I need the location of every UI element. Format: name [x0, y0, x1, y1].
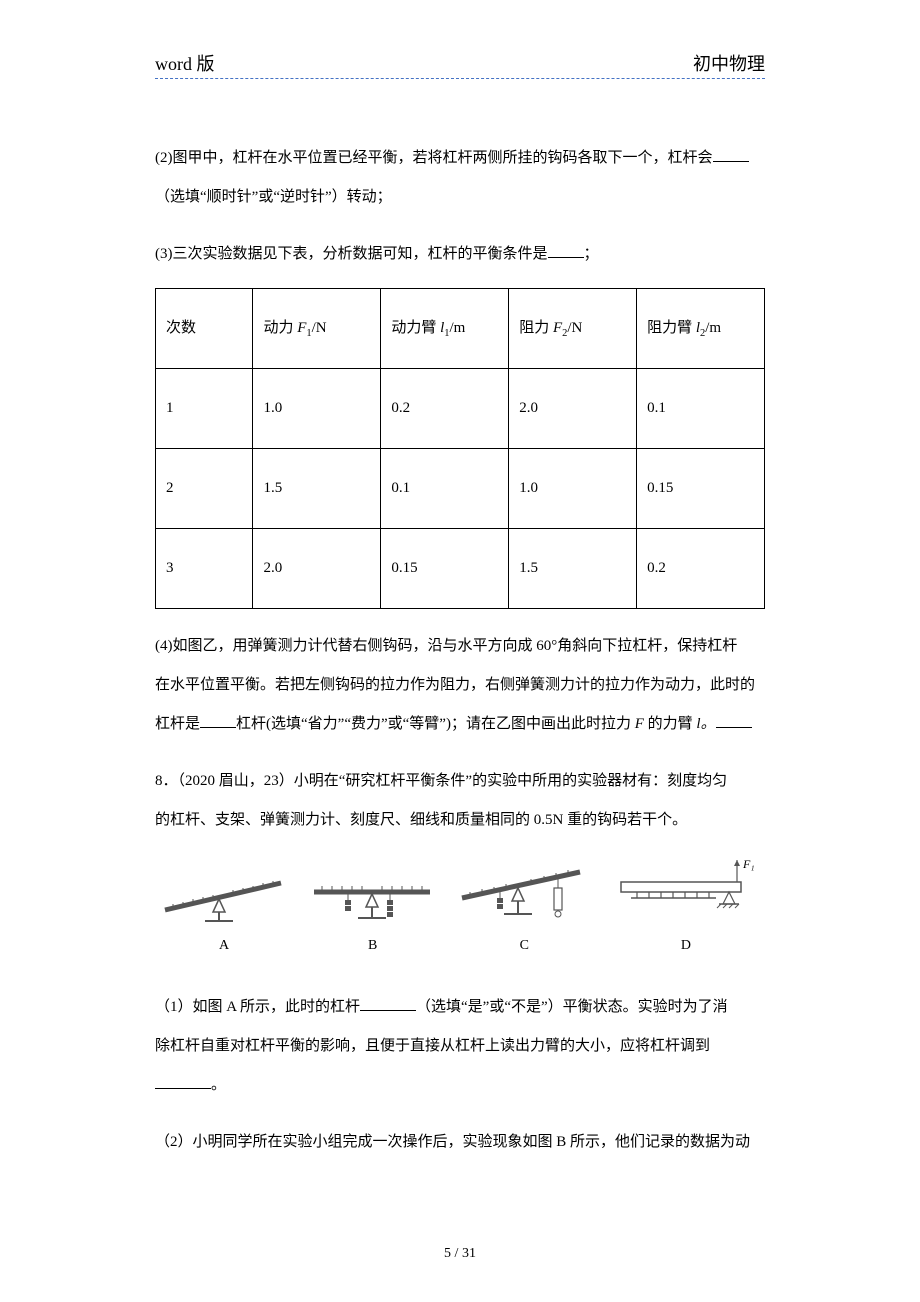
diagram-d: F₁ D [611, 858, 761, 964]
table-row: 2 1.5 0.1 1.0 0.15 [156, 449, 765, 529]
diagram-c: C [456, 858, 592, 964]
lever-b-icon [308, 866, 438, 926]
q8s1-d: 。 [211, 1077, 226, 1093]
col-header: 阻力 F2/N [509, 289, 637, 369]
lever-d-icon: F₁ [611, 858, 761, 926]
blank-fill [155, 1074, 211, 1089]
q3-text-a: (3)三次实验数据见下表，分析数据可知，杠杆的平衡条件是 [155, 246, 548, 262]
col-pre: 阻力臂 [647, 320, 696, 336]
header-left: word 版 [155, 50, 215, 76]
q4-line2: 在水平位置平衡。若把左侧钩码的拉力作为阻力，右侧弹簧测力计的拉力作为动力，此时的 [155, 666, 765, 705]
cell: 1.5 [509, 529, 637, 609]
col-unit: /N [312, 320, 327, 336]
q2-line2: （选填“顺时针”或“逆时针”）转动； [155, 178, 765, 217]
col-unit: /m [705, 320, 721, 336]
table-header-row: 次数 动力 F1/N 动力臂 l1/m 阻力 F2/N 阻力臂 l2/m [156, 289, 765, 369]
blank-fill [548, 243, 584, 258]
document-body: (2)图甲中，杠杆在水平位置已经平衡，若将杠杆两侧所挂的钩码各取下一个，杠杆会 … [155, 139, 765, 1162]
q4-var-f: F [635, 716, 644, 732]
diagram-label: B [308, 928, 438, 964]
page-sep: / [451, 1246, 462, 1261]
col-header: 次数 [156, 289, 253, 369]
cell: 1.5 [253, 449, 381, 529]
q8-sub1-line1: （1）如图 A 所示，此时的杠杆 （选填“是”或“不是”）平衡状态。实验时为了消 [155, 988, 765, 1027]
blank-fill [360, 996, 416, 1011]
col-label: 次数 [166, 320, 196, 336]
page-current: 5 [444, 1246, 451, 1261]
col-header: 动力臂 l1/m [381, 289, 509, 369]
diagram-b: B [308, 866, 438, 964]
lever-c-icon [456, 858, 592, 926]
experiment-data-table: 次数 动力 F1/N 动力臂 l1/m 阻力 F2/N 阻力臂 l2/m 1 1… [155, 288, 765, 609]
page-total: 31 [462, 1246, 476, 1261]
col-pre: 阻力 [519, 320, 553, 336]
cell: 2.0 [253, 529, 381, 609]
cell: 2 [156, 449, 253, 529]
cell: 2.0 [509, 369, 637, 449]
col-unit: /N [567, 320, 582, 336]
col-var: F [297, 320, 306, 336]
q3-line: (3)三次实验数据见下表，分析数据可知，杠杆的平衡条件是 ； [155, 235, 765, 274]
q2-text-a: (2)图甲中，杠杆在水平位置已经平衡，若将杠杆两侧所挂的钩码各取下一个，杠杆会 [155, 150, 713, 166]
q4-text-b: 杠杆(选填“省力”“费力”或“等臂”)；请在乙图中画出此时拉力 [236, 716, 635, 732]
q8-line2: 的杠杆、支架、弹簧测力计、刻度尺、细线和质量相同的 0.5N 重的钩码若干个。 [155, 801, 765, 840]
q8s1-b: （选填“是”或“不是”）平衡状态。实验时为了消 [416, 999, 728, 1015]
q3-text-b: ； [584, 246, 599, 262]
q8s1-c: 除杠杆自重对杠杆平衡的影响，且便于直接从杠杆上读出力臂的大小，应将杠杆调到 [155, 1038, 710, 1054]
q4-var-l: l。 [696, 716, 715, 732]
page-header: word 版 初中物理 [155, 50, 765, 79]
table-row: 1 1.0 0.2 2.0 0.1 [156, 369, 765, 449]
q2-line1: (2)图甲中，杠杆在水平位置已经平衡，若将杠杆两侧所挂的钩码各取下一个，杠杆会 [155, 139, 765, 178]
q4-line1: (4)如图乙，用弹簧测力计代替右侧钩码，沿与水平方向成 60°角斜向下拉杠杆，保… [155, 627, 765, 666]
blank-fill [713, 147, 749, 162]
force-label: F₁ [742, 858, 755, 871]
cell: 1 [156, 369, 253, 449]
q8-line1: 8．（2020 眉山，23）小明在“研究杠杆平衡条件”的实验中所用的实验器材有：… [155, 762, 765, 801]
cell: 0.2 [637, 529, 765, 609]
blank-fill [716, 713, 752, 728]
col-pre: 动力 [263, 320, 297, 336]
q8s1-a: （1）如图 A 所示，此时的杠杆 [155, 999, 360, 1015]
diagram-label: A [159, 928, 289, 964]
q4-text-c: 的力臂 [644, 716, 697, 732]
q8-sub2: （2）小明同学所在实验小组完成一次操作后，实验现象如图 B 所示，他们记录的数据… [155, 1123, 765, 1162]
cell: 3 [156, 529, 253, 609]
cell: 1.0 [509, 449, 637, 529]
cell: 0.2 [381, 369, 509, 449]
cell: 0.15 [381, 529, 509, 609]
diagram-a: A [159, 866, 289, 964]
q4-line3: 杠杆是 杠杆(选填“省力”“费力”或“等臂”)；请在乙图中画出此时拉力 F 的力臂… [155, 705, 765, 744]
diagram-label: C [456, 928, 592, 964]
lever-diagrams: A B [155, 858, 765, 964]
col-unit: /m [450, 320, 466, 336]
col-header: 阻力臂 l2/m [637, 289, 765, 369]
lever-a-icon [159, 866, 289, 926]
diagram-label: D [611, 928, 761, 964]
table-row: 3 2.0 0.15 1.5 0.2 [156, 529, 765, 609]
cell: 1.0 [253, 369, 381, 449]
col-pre: 动力臂 [391, 320, 440, 336]
cell: 0.1 [381, 449, 509, 529]
cell: 0.1 [637, 369, 765, 449]
q8-sub1-line2: 除杠杆自重对杠杆平衡的影响，且便于直接从杠杆上读出力臂的大小，应将杠杆调到。 [155, 1027, 765, 1105]
q4-text-a: 杠杆是 [155, 716, 200, 732]
cell: 0.15 [637, 449, 765, 529]
header-right: 初中物理 [693, 50, 765, 76]
col-var: F [553, 320, 562, 336]
blank-fill [200, 713, 236, 728]
page-number: 5 / 31 [0, 1246, 920, 1262]
col-header: 动力 F1/N [253, 289, 381, 369]
